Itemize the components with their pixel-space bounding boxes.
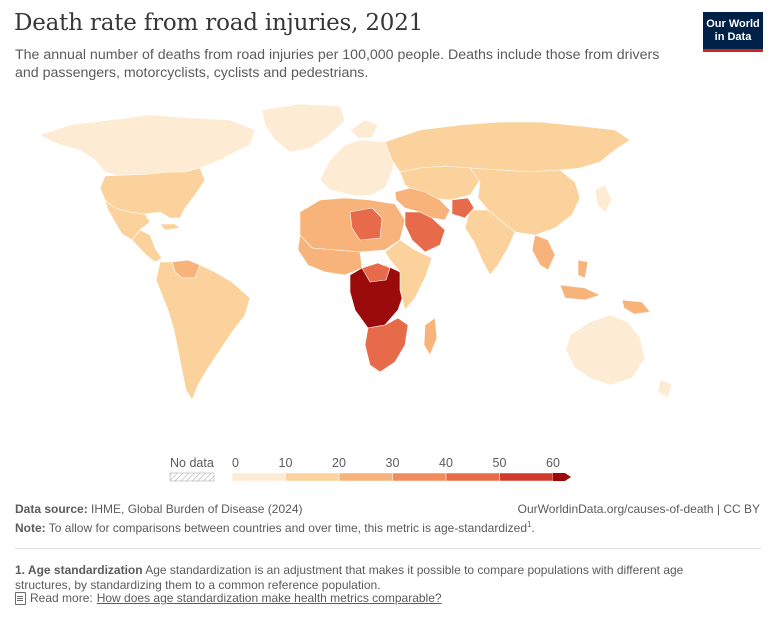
footnote-divider (15, 548, 761, 549)
map-region-southern-africa[interactable] (364, 317, 409, 373)
map-region-australia[interactable] (565, 314, 673, 399)
legend-bin-0[interactable] (231, 472, 286, 482)
map-region-middle-east[interactable] (394, 187, 451, 221)
logo-line-1: Our World (706, 17, 760, 30)
chart-subtitle: The annual number of deaths from road in… (15, 47, 660, 81)
map-region-greenland[interactable] (261, 103, 346, 153)
map-region-east-africa[interactable] (384, 239, 433, 311)
legend-no-data-swatch (169, 472, 215, 482)
map-region-china[interactable] (469, 167, 581, 236)
logo-line-2: in Data (714, 30, 752, 43)
footnote-label: 1. Age standardization (15, 563, 143, 577)
legend-bin-1[interactable] (285, 472, 340, 482)
map-region-madagascar[interactable] (423, 317, 438, 356)
note-footnote-ref: 1 (527, 520, 532, 529)
source-text: IHME, Global Burden of Disease (2024) (91, 502, 303, 516)
map-region-papua-new-guinea[interactable] (621, 299, 651, 315)
document-icon (15, 591, 26, 605)
legend-tick-label: 40 (439, 456, 453, 470)
map-region-south-america[interactable] (155, 261, 251, 401)
map-region-saudi-arabia[interactable] (404, 211, 446, 253)
legend-tick-label: 0 (232, 456, 239, 470)
read-more: Read more: How does age standardization … (15, 591, 442, 605)
owid-logo[interactable]: Our World in Data (703, 12, 763, 52)
legend-tick-label: 10 (279, 456, 293, 470)
map-region-central-america-caribbean[interactable] (131, 223, 181, 263)
map-region-japan[interactable] (594, 184, 613, 213)
note: Note: To allow for comparisons between c… (15, 520, 535, 535)
map-region-west-africa[interactable] (297, 234, 363, 276)
map-region-europe[interactable] (319, 119, 396, 197)
note-text: To allow for comparisons between countri… (48, 521, 528, 535)
map-region-central-africa[interactable] (361, 262, 391, 283)
legend-tick-label: 60 (546, 456, 560, 470)
footnote-text: Age standardization is an adjustment tha… (15, 563, 684, 592)
color-legend: No data 0 10 20 30 40 50 60 (169, 456, 571, 482)
legend-tick-label: 30 (386, 456, 400, 470)
map-region-libya[interactable] (349, 207, 383, 241)
legend-bin-2[interactable] (338, 472, 393, 482)
source-label: Data source: (15, 502, 88, 516)
legend-bin-5[interactable] (499, 472, 554, 482)
data-source: Data source: IHME, Global Burden of Dise… (15, 502, 302, 516)
map-region-afghanistan[interactable] (451, 197, 475, 219)
map-region-south-asia[interactable] (464, 209, 516, 276)
read-more-label: Read more: (30, 591, 93, 605)
note-label: Note: (15, 521, 46, 535)
legend-tick-label: 20 (332, 456, 346, 470)
legend-bin-4[interactable] (445, 472, 500, 482)
map-region-russia[interactable] (384, 121, 631, 173)
owid-url-link[interactable]: OurWorldinData.org/causes-of-death | CC … (517, 502, 760, 516)
read-more-link[interactable]: How does age standardization make health… (96, 591, 442, 605)
legend-bin-6[interactable] (553, 473, 571, 481)
legend-tick-label: 50 (493, 456, 507, 470)
chart-title: Death rate from road injuries, 2021 (14, 10, 424, 36)
footnote: 1. Age standardization Age standardizati… (15, 563, 735, 592)
legend-no-data-label: No data (170, 456, 214, 470)
map-region-southeast-asia[interactable] (531, 234, 601, 301)
map-region-canada[interactable] (39, 114, 256, 177)
world-map (39, 103, 673, 401)
legend-bin-3[interactable] (392, 472, 447, 482)
